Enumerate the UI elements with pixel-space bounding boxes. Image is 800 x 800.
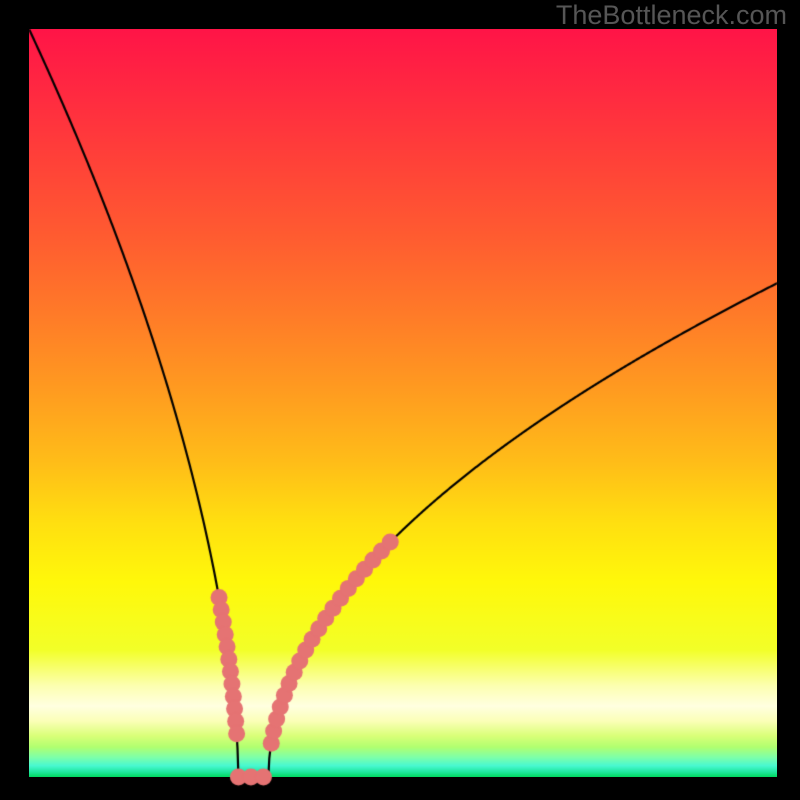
bottleneck-curve-canvas <box>0 0 800 800</box>
watermark-label: TheBottleneck.com <box>556 0 787 31</box>
chart-stage: TheBottleneck.com <box>0 0 800 800</box>
